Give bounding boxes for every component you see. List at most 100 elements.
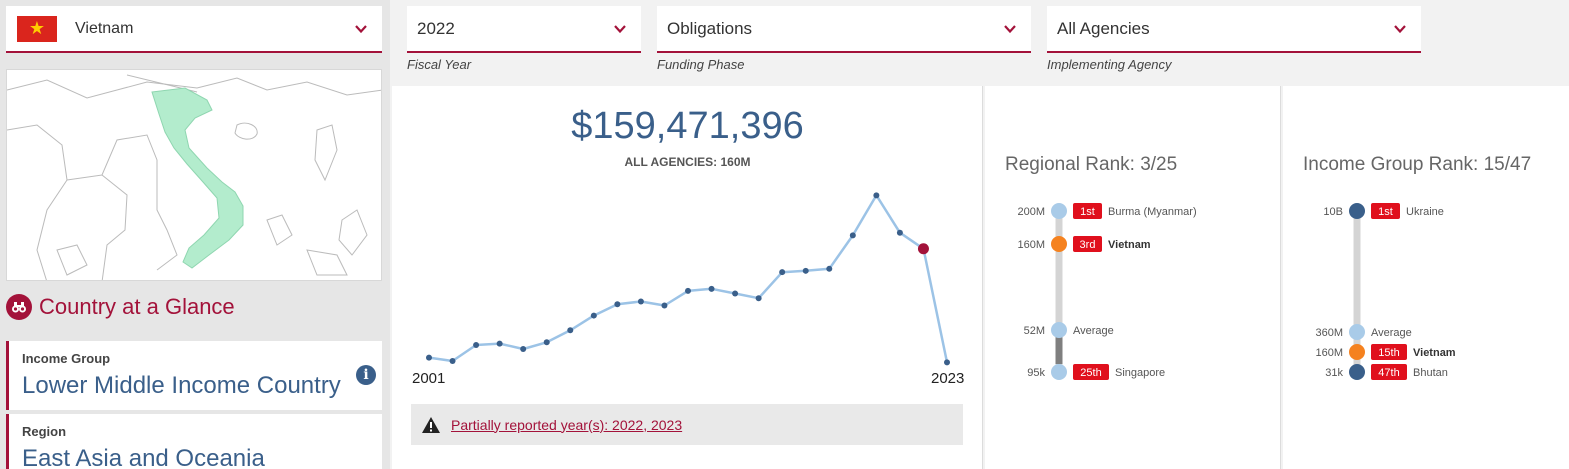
rank-badge-text: 25th — [1080, 367, 1101, 379]
data-point[interactable] — [661, 302, 668, 309]
data-point[interactable] — [779, 269, 786, 276]
funding-phase-value: Obligations — [667, 18, 753, 38]
rank-badge-text: 15th — [1378, 347, 1399, 359]
rank-country-name: Average — [1371, 327, 1412, 339]
data-point[interactable] — [732, 290, 739, 297]
rank-entry-bottom[interactable]: 31k 47th Bhutan — [1325, 364, 1448, 380]
data-point[interactable] — [896, 229, 903, 236]
rank-dot — [1051, 236, 1067, 252]
rank-dot — [1051, 203, 1067, 219]
partial-report-notice: Partially reported year(s): 2022, 2023 — [411, 404, 963, 445]
agencies-subtotal: ALL AGENCIES: 160M — [624, 155, 751, 169]
rank-country-name: Vietnam — [1413, 347, 1456, 359]
rank-badge-text: 47th — [1378, 367, 1399, 379]
data-point[interactable] — [755, 295, 762, 302]
rank-entry-top[interactable]: 200M 1st Burma (Myanmar) — [1017, 203, 1197, 219]
rank-value: 95k — [1027, 367, 1045, 379]
chevron-down-icon — [1394, 24, 1406, 33]
rank-badge — [1073, 236, 1102, 252]
data-point[interactable] — [426, 354, 432, 361]
rank-country-name: Ukraine — [1406, 206, 1444, 218]
total-amount: $159,471,396 — [571, 105, 804, 147]
data-point[interactable] — [520, 345, 527, 352]
data-point[interactable] — [496, 340, 503, 347]
rank-badge — [1371, 364, 1407, 380]
data-point[interactable] — [614, 301, 621, 308]
x-axis-end-label: 2023 — [931, 370, 965, 387]
rank-country-name: Bhutan — [1413, 367, 1448, 379]
implementing-agency-caption: Implementing Agency — [1047, 57, 1172, 72]
vietnam-flag-icon: ★ — [17, 15, 57, 42]
fiscal-year-caption: Fiscal Year — [407, 57, 472, 72]
country-map[interactable] — [6, 69, 382, 281]
data-point[interactable] — [849, 232, 856, 239]
implementing-agency-dropdown[interactable]: All Agencies — [1047, 6, 1421, 53]
rank-country-name: Average — [1073, 325, 1114, 337]
data-point[interactable] — [826, 265, 833, 272]
region-label: Region — [22, 424, 67, 439]
country-sidebar: ★ Vietnam Country at a Gla — [0, 0, 390, 469]
income-rank-panel: Income Group Rank: 15/47 10B 1st Ukraine 36… — [1283, 86, 1569, 469]
rank-badge-text: 1st — [1378, 206, 1393, 218]
data-point[interactable] — [567, 327, 574, 334]
funding-trend-panel: $159,471,396 ALL AGENCIES: 160M 2001 202… — [392, 86, 983, 469]
income-group-card: Income Group Lower Middle Income Country… — [6, 341, 382, 410]
vietnam-region[interactable] — [151, 87, 244, 269]
warning-icon — [422, 416, 440, 433]
glance-title: Country at a Glance — [39, 294, 235, 319]
rank-country-name: Burma (Myanmar) — [1108, 206, 1197, 218]
highlighted-data-point[interactable] — [917, 243, 929, 255]
regional-rank-chart[interactable]: 200M 1st Burma (Myanmar) 160M 3rd Vietnam 52M A… — [985, 86, 1281, 469]
data-point[interactable] — [708, 285, 715, 292]
rank-value: 160M — [1315, 347, 1343, 359]
rank-value: 200M — [1017, 206, 1045, 218]
funding-phase-dropdown[interactable]: Obligations — [657, 6, 1031, 53]
regional-rank-panel: Regional Rank: 3/25 200M 1st Burma (Myanma… — [985, 86, 1281, 469]
chevron-down-icon — [355, 24, 367, 33]
southeast-asia-map — [7, 74, 381, 280]
rank-dot — [1349, 203, 1365, 219]
country-dropdown[interactable]: ★ Vietnam — [6, 6, 382, 53]
data-point[interactable] — [685, 287, 691, 294]
data-point[interactable] — [473, 341, 480, 348]
income-group-value: Lower Middle Income Country — [22, 372, 341, 399]
rank-country-name: Singapore — [1115, 367, 1165, 379]
rank-dot — [1349, 324, 1365, 340]
income-rank-title: Income Group Rank: 15/47 — [1303, 154, 1532, 175]
data-point[interactable] — [802, 267, 809, 274]
chevron-down-icon — [1004, 24, 1016, 33]
info-icon[interactable]: i — [356, 365, 376, 385]
rank-entry-bottom[interactable]: 95k 25th Singapore — [1027, 364, 1165, 380]
data-point[interactable] — [637, 298, 644, 305]
rank-entry-top[interactable]: 10B 1st Ukraine — [1323, 203, 1444, 219]
data-point[interactable] — [873, 192, 880, 199]
rank-badge-text: 1st — [1080, 206, 1095, 218]
rank-entry-current[interactable]: 160M 3rd Vietnam — [1017, 236, 1151, 252]
rank-entry-average[interactable]: 52M Average — [1024, 322, 1114, 338]
implementing-agency-value: All Agencies — [1057, 18, 1150, 38]
data-point[interactable] — [543, 339, 550, 346]
data-point[interactable] — [449, 357, 456, 364]
x-axis-start-label: 2001 — [412, 370, 446, 387]
rank-value: 52M — [1024, 325, 1045, 337]
regional-rank-title: Regional Rank: 3/25 — [1005, 154, 1178, 175]
funding-trend-chart[interactable] — [392, 86, 983, 386]
partial-report-link[interactable]: Partially reported year(s): 2022, 2023 — [451, 416, 683, 433]
rank-entry-current[interactable]: 160M 15th Vietnam — [1315, 344, 1456, 360]
rank-badge-text: 3rd — [1080, 239, 1096, 251]
rank-badge — [1073, 203, 1102, 219]
rank-badge — [1371, 344, 1407, 360]
region-card: Region East Asia and Oceania — [6, 414, 382, 469]
data-point[interactable] — [944, 359, 950, 366]
country-dropdown-value: Vietnam — [75, 19, 134, 37]
rank-badge — [1073, 364, 1109, 380]
data-point[interactable] — [590, 312, 597, 319]
fiscal-year-dropdown[interactable]: 2022 — [407, 6, 641, 53]
rank-value: 160M — [1017, 239, 1045, 251]
country-glance-header: Country at a Glance — [6, 292, 235, 322]
rank-badge — [1371, 203, 1400, 219]
funding-phase-caption: Funding Phase — [657, 57, 745, 72]
rank-entry-average[interactable]: 360M Average — [1315, 324, 1412, 340]
chevron-down-icon — [614, 24, 626, 33]
